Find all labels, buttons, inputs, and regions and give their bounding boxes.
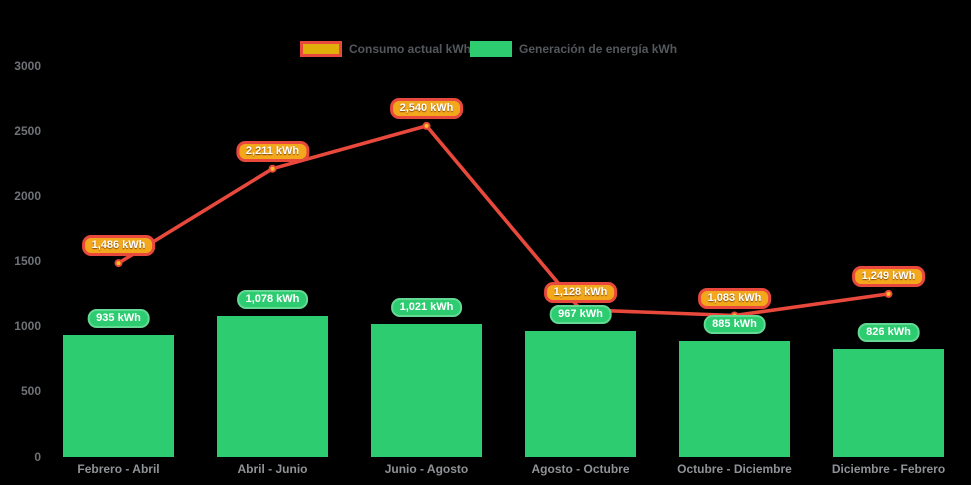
y-tick-label-2500: 2500 xyxy=(14,124,41,139)
consumption-line xyxy=(117,124,889,318)
generation-bar xyxy=(525,330,636,457)
y-tick-label-3000: 3000 xyxy=(14,59,41,73)
consumo-line-swatch-icon xyxy=(300,40,342,57)
line-point-marker xyxy=(884,289,893,298)
generation-value-badge: 885 kWh xyxy=(703,315,766,335)
y-tick-label-2000: 2000 xyxy=(14,189,41,204)
generation-bar xyxy=(679,341,790,457)
consumption-value-badge: 1,486 kWh xyxy=(81,235,156,257)
line-point-marker xyxy=(422,121,431,130)
y-tick-label-0: 0 xyxy=(34,449,41,464)
x-category-label: Abril - Junio xyxy=(237,462,308,476)
line-point-marker xyxy=(114,259,123,268)
consumption-value-badge: 1,083 kWh xyxy=(697,287,772,309)
y-tick-label-1000: 1000 xyxy=(14,319,41,334)
generation-bar xyxy=(217,316,328,457)
generation-value-badge: 935 kWh xyxy=(87,308,150,328)
y-tick-label-500: 500 xyxy=(20,384,41,399)
x-category-label: Octubre - Diciembre xyxy=(677,462,792,476)
generation-value-badge: 826 kWh xyxy=(857,322,920,342)
x-category-label: Febrero - Abril xyxy=(77,462,160,476)
generation-bar xyxy=(63,334,174,457)
x-category-label: Diciembre - Febrero xyxy=(831,462,946,476)
generacion-bar-swatch-icon xyxy=(470,40,512,57)
y-tick-label-1500: 1500 xyxy=(14,254,41,269)
legend-label-consumo: Consumo actual kWh xyxy=(349,41,472,56)
x-category-label: Junio - Agosto xyxy=(384,462,469,476)
consumption-value-badge: 1,249 kWh xyxy=(851,265,926,287)
legend-label-generacion: Generación de energía kWh xyxy=(519,41,678,56)
consumption-value-badge: 1,128 kWh xyxy=(543,281,618,303)
x-category-label: Agosto - Octubre xyxy=(531,462,630,476)
generation-bar xyxy=(833,348,944,457)
generation-value-badge: 1,021 kWh xyxy=(390,297,463,317)
generation-bar xyxy=(371,323,482,457)
consumption-value-badge: 2,540 kWh xyxy=(389,97,464,119)
generation-value-badge: 1,078 kWh xyxy=(236,290,309,310)
legend-item-consumo-actual[interactable]: Consumo actual kWh xyxy=(300,40,471,57)
legend-item-generacion-energia[interactable]: Generación de energía kWh xyxy=(470,40,677,57)
line-point-marker xyxy=(268,164,277,173)
generation-value-badge: 967 kWh xyxy=(549,304,612,324)
consumption-value-badge: 2,211 kWh xyxy=(235,140,310,162)
